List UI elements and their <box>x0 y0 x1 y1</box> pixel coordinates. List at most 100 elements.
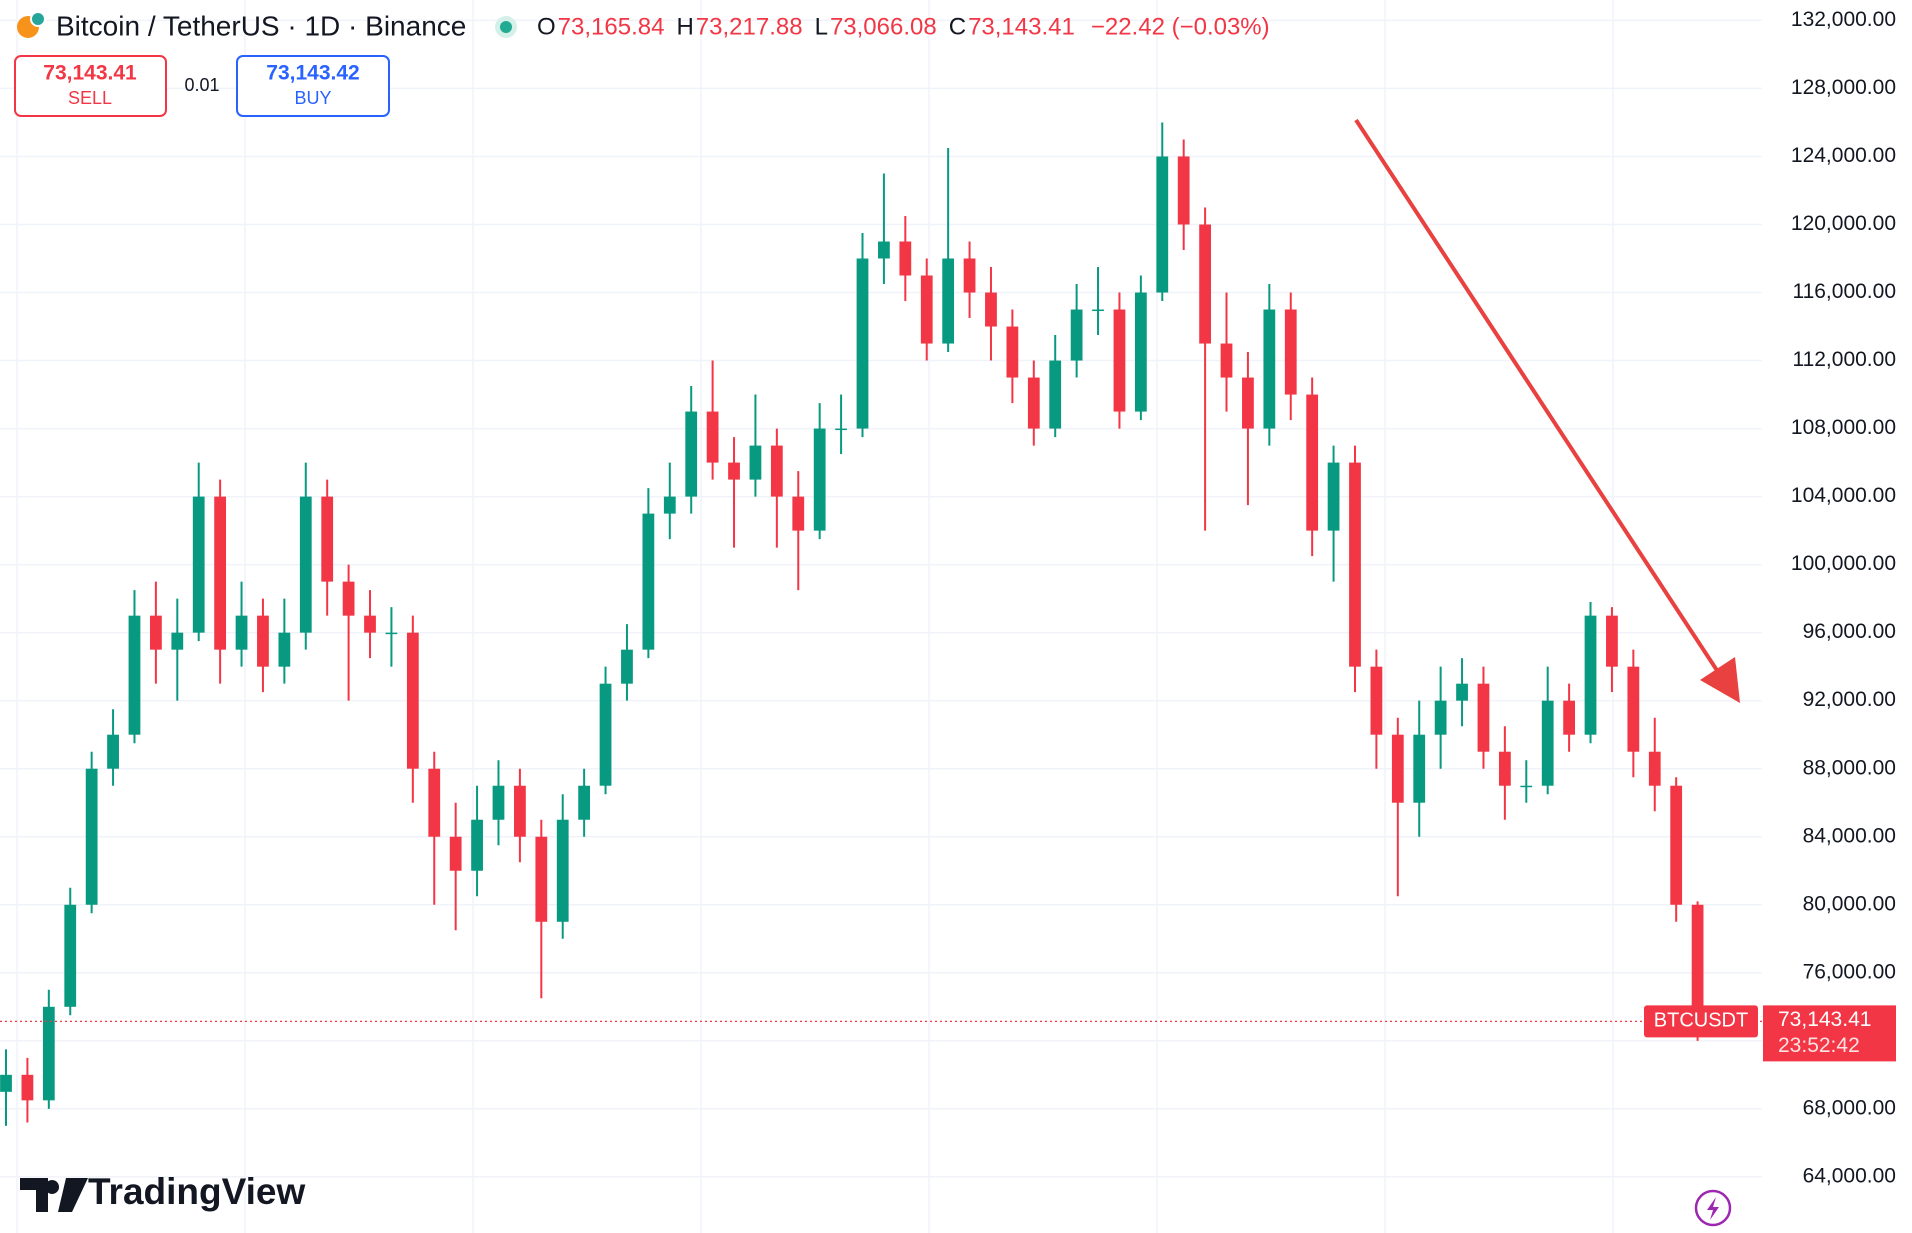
candle-body <box>128 615 141 735</box>
exchange-icon <box>30 11 46 27</box>
price-tags: BTCUSDT 73,143.41 23:52:42 <box>1644 1005 1896 1062</box>
candle-body <box>1648 751 1661 786</box>
buy-box[interactable] <box>236 55 390 117</box>
lightning-button[interactable] <box>1694 1189 1732 1227</box>
candle-body <box>835 428 847 431</box>
logo-mark <box>20 1178 88 1212</box>
candle-body <box>1413 734 1426 803</box>
candle-body <box>706 411 719 463</box>
y-tick-label: 80,000.00 <box>1803 892 1896 915</box>
ohlc-key: O <box>537 13 556 40</box>
buy-button[interactable]: 73,143.42 BUY <box>236 55 390 117</box>
y-tick-label: 76,000.00 <box>1803 960 1896 983</box>
candle-body <box>792 496 805 531</box>
candle-body <box>1563 700 1576 735</box>
candle-body <box>578 785 591 820</box>
y-tick-label: 88,000.00 <box>1803 756 1896 779</box>
candle-body <box>1070 309 1083 361</box>
candle-body <box>749 445 762 480</box>
candle-body <box>1113 309 1126 412</box>
y-tick-label: 100,000.00 <box>1791 552 1896 575</box>
candle-body <box>685 411 698 497</box>
candle-body <box>64 904 77 1007</box>
candle-body <box>1477 683 1490 752</box>
y-tick-label: 116,000.00 <box>1792 280 1896 303</box>
buy-label[interactable]: BUY <box>294 88 331 108</box>
change: −22.42 (−0.03%) <box>1091 13 1270 40</box>
candle-body <box>1520 785 1533 788</box>
candle-body <box>321 496 334 582</box>
candle-body <box>1156 156 1169 293</box>
candle-body <box>1027 377 1040 429</box>
candle-body <box>985 292 997 327</box>
candle-body <box>535 836 548 922</box>
candle-body <box>1498 751 1511 786</box>
candle-body <box>1606 615 1618 667</box>
sell-price[interactable]: 73,143.41 <box>43 62 137 85</box>
candle-body <box>385 632 398 635</box>
price-tag-box <box>1763 1005 1896 1062</box>
ohlc-value: 73,165.84 <box>558 13 665 40</box>
sell-box[interactable] <box>14 55 167 117</box>
symbol-tag: BTCUSDT <box>1654 1010 1748 1032</box>
candle-body <box>856 258 869 429</box>
candle-body <box>471 819 483 871</box>
candle-body <box>942 258 955 344</box>
countdown: 23:52:42 <box>1778 1034 1860 1057</box>
y-tick-label: 68,000.00 <box>1803 1096 1896 1119</box>
y-tick-label: 108,000.00 <box>1791 416 1896 439</box>
candle-body <box>1456 683 1468 701</box>
y-tick-label: 128,000.00 <box>1791 76 1896 99</box>
arrow-head <box>1700 657 1740 703</box>
candle-body <box>149 615 162 650</box>
sell-label[interactable]: SELL <box>68 88 112 108</box>
candle-body <box>107 734 119 769</box>
candle-body <box>1242 377 1254 429</box>
y-tick-label: 64,000.00 <box>1803 1164 1896 1187</box>
lightning-icon[interactable] <box>1707 1197 1719 1220</box>
plot <box>0 19 1762 1178</box>
candle-body <box>1199 224 1211 344</box>
candle-body <box>1177 156 1190 225</box>
y-tick-label: 84,000.00 <box>1803 824 1896 847</box>
candle-body <box>770 445 783 497</box>
candle-body <box>171 632 184 650</box>
candle-body <box>278 632 291 667</box>
sell-button[interactable]: 73,143.41 SELL <box>14 55 167 117</box>
candle-body <box>21 1074 34 1101</box>
candle-body <box>1284 309 1297 395</box>
candle-body <box>1049 360 1062 429</box>
candle-body <box>1627 666 1640 752</box>
candle-body <box>621 649 633 684</box>
candle-body <box>449 836 462 871</box>
candle-body <box>556 819 569 922</box>
candle-body <box>1391 734 1404 803</box>
candle-body <box>878 241 890 259</box>
brand-logo: TradingView <box>20 1171 305 1212</box>
quantity: 0.01 <box>184 75 219 95</box>
candle-body <box>235 615 248 650</box>
ohlc-key: H <box>676 13 693 40</box>
candle-body <box>257 615 269 667</box>
candle-body <box>1327 462 1340 531</box>
candle-body <box>428 768 441 837</box>
candle-body <box>1006 326 1019 378</box>
y-tick-label: 124,000.00 <box>1791 144 1896 167</box>
candle-body <box>1691 904 1704 1021</box>
candle-body <box>192 496 205 633</box>
candle-body <box>364 615 376 633</box>
y-tick-label: 104,000.00 <box>1791 484 1896 507</box>
ohlc-value: 73,143.41 <box>968 13 1075 40</box>
ohlc-legend: O 73,165.84 H 73,217.88 L 73,066.08 C 73,143.41 <box>537 13 1075 40</box>
y-tick-label: 132,000.00 <box>1791 8 1896 31</box>
buy-price[interactable]: 73,143.42 <box>266 62 359 85</box>
symbol-tag-box <box>1644 1005 1758 1038</box>
ohlc-key: C <box>949 13 966 40</box>
candle-body <box>299 496 312 633</box>
brand-name: TradingView <box>88 1171 305 1212</box>
candle-body <box>1220 343 1233 378</box>
trend-arrow <box>1354 118 1740 703</box>
